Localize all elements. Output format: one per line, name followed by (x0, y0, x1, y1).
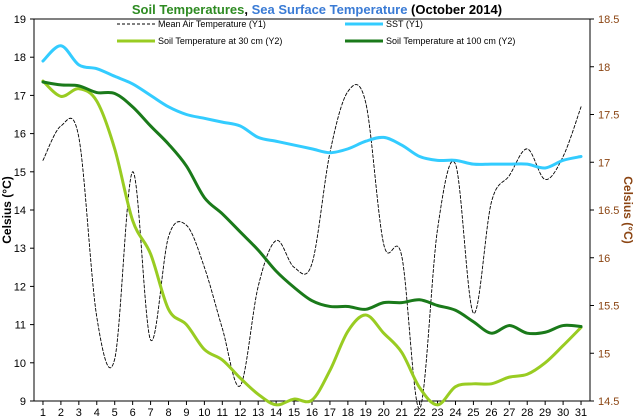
x-tick-label: 20 (378, 407, 390, 419)
y1-tick-label: 12 (14, 281, 26, 293)
y2-tick-label: 15.5 (598, 301, 619, 313)
x-axis: 1 2 3 4 5 6 7 8 9 10 11 12 13 14 15 16 17 18 19 20 21 22 23 24 2… (40, 401, 587, 419)
y2-tick-label: 15 (598, 348, 610, 360)
x-tick-label: 8 (165, 407, 171, 419)
y1-axis-title: Celsius (°C) (0, 176, 14, 243)
y1-tick-label: 10 (14, 358, 26, 370)
y1-axis: 9 10 11 12 13 14 15 16 17 18 19 (14, 14, 34, 408)
x-tick-label: 9 (183, 407, 189, 419)
y1-tick-label: 17 (14, 90, 26, 102)
x-tick-label: 1 (40, 407, 46, 419)
chart-title-part-1: , (244, 2, 251, 17)
x-tick-label: 3 (76, 407, 82, 419)
chart-title-part-2: Sea Surface Temperature (252, 2, 408, 17)
y2-tick-label: 16.5 (598, 205, 619, 217)
x-tick-label: 17 (324, 407, 336, 419)
chart-title: Soil Temperatures, Sea Surface Temperatu… (132, 2, 502, 17)
x-tick-label: 14 (270, 407, 282, 419)
x-tick-label: 15 (288, 407, 300, 419)
x-tick-label: 13 (252, 407, 264, 419)
x-tick-label: 23 (431, 407, 443, 419)
x-tick-label: 10 (198, 407, 210, 419)
y2-tick-label: 17 (598, 157, 610, 169)
chart-title-part-3: (October 2014) (407, 2, 502, 17)
chart-title-part-0: Soil Temperatures (132, 2, 244, 17)
x-tick-label: 27 (503, 407, 515, 419)
y1-tick-label: 13 (14, 243, 26, 255)
x-tick-label: 7 (148, 407, 154, 419)
x-tick-label: 11 (217, 407, 228, 419)
legend-label-mean-air-temperature: Mean Air Temperature (Y1) (158, 19, 266, 29)
y1-tick-label: 18 (14, 52, 26, 64)
series-line-soil-temperature-100cm (41, 80, 583, 336)
y2-tick-label: 14.5 (598, 396, 619, 408)
x-tick-label: 22 (413, 407, 425, 419)
y1-tick-label: 16 (14, 129, 26, 141)
y2-tick-label: 17.5 (598, 110, 619, 122)
x-tick-label: 16 (306, 407, 318, 419)
x-tick-label: 5 (112, 407, 118, 419)
x-tick-label: 21 (396, 407, 408, 419)
x-tick-label: 30 (557, 407, 569, 419)
x-tick-label: 2 (58, 407, 64, 419)
y1-tick-label: 14 (14, 205, 26, 217)
x-tick-label: 4 (94, 407, 100, 419)
y2-axis-title: Celsius (°C) (621, 176, 634, 243)
y2-tick-label: 18.5 (598, 14, 619, 26)
x-tick-label: 25 (467, 407, 479, 419)
y1-tick-label: 11 (15, 320, 26, 332)
x-tick-label: 28 (521, 407, 533, 419)
y1-tick-label: 9 (20, 396, 26, 408)
x-tick-label: 6 (130, 407, 136, 419)
x-tick-label: 29 (539, 407, 551, 419)
x-tick-label: 19 (360, 407, 372, 419)
legend-label-soil-temperature-30cm: Soil Temperature at 30 cm (Y2) (158, 36, 282, 46)
legend-label-soil-temperature-100cm: Soil Temperature at 100 cm (Y2) (386, 36, 515, 46)
y2-axis: 14.5 15 15.5 16 16.5 17 17.5 18 18.5 (590, 14, 619, 408)
x-tick-label: 18 (342, 407, 354, 419)
series-layer (41, 44, 583, 410)
legend-label-sst: SST (Y1) (386, 19, 423, 29)
legend: Mean Air Temperature (Y1) SST (Y1) Soil Te… (117, 19, 515, 46)
y1-tick-label: 19 (14, 14, 26, 26)
x-tick-label: 12 (234, 407, 246, 419)
y1-tick-label: 15 (14, 167, 26, 179)
x-tick-label: 26 (485, 407, 497, 419)
series-line-soil-temperature-30cm (41, 79, 583, 407)
series-line-mean-air-temperature (42, 84, 582, 410)
x-tick-label: 24 (449, 407, 461, 419)
series-line-sst (41, 44, 583, 170)
y2-tick-label: 16 (598, 253, 610, 265)
y2-tick-label: 18 (598, 62, 610, 74)
x-tick-label: 31 (575, 407, 587, 419)
